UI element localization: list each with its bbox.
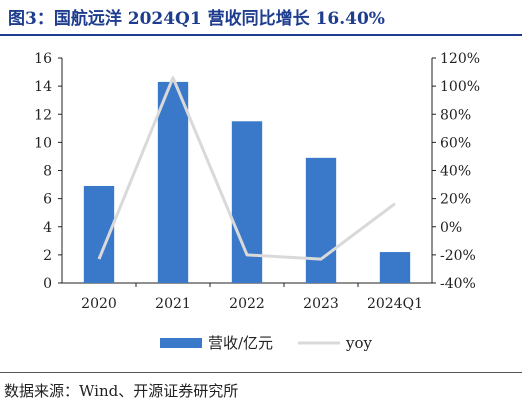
chart-area: 2020 2021 2022 2023 2024Q1 0 2 4 6 8 10 12 14 16 -40…: [34, 51, 480, 352]
source-note: 数据来源：Wind、开源证券研究所: [4, 382, 239, 400]
figure-title: 图3：国航远洋 2024Q1 营收同比增长 16.40%: [8, 9, 385, 29]
x-tick-label: 2024Q1: [367, 296, 423, 312]
left-y-tick-label: 4: [43, 220, 52, 236]
title-divider: [0, 34, 522, 36]
yoy-line-series: [97, 76, 396, 261]
source-divider: [0, 372, 522, 373]
right-y-tick-label: -20%: [440, 248, 476, 264]
right-y-tick-label: 100%: [440, 79, 480, 95]
left-y-tick-label: 12: [34, 107, 52, 123]
right-y-tick-label: 20%: [440, 192, 471, 208]
x-tick-labels: 2020 2021 2022 2023 2024Q1: [81, 296, 423, 312]
left-y-tick-label: 16: [34, 51, 52, 67]
right-y-tick-label: -40%: [440, 276, 476, 292]
revenue-bar: [305, 157, 337, 283]
left-y-tick-label: 10: [34, 135, 52, 151]
left-y-tick-label: 0: [43, 276, 52, 292]
chart-legend: 营收/亿元 yoy: [160, 334, 373, 352]
left-y-tick-label: 6: [43, 192, 52, 208]
right-y-tick-label: 40%: [440, 164, 471, 180]
revenue-bar: [231, 121, 263, 283]
left-y-tick-label: 8: [43, 164, 52, 180]
x-tick-label: 2023: [303, 296, 339, 312]
x-tick-label: 2021: [155, 296, 191, 312]
right-y-tick-label: 60%: [440, 135, 471, 151]
legend-label-yoy: yoy: [345, 334, 373, 352]
legend-swatch-revenue: [160, 338, 202, 348]
left-y-tick-label: 2: [43, 248, 52, 264]
revenue-bar: [379, 252, 411, 283]
right-y-tick-label: 0%: [440, 220, 462, 236]
x-tick-label: 2022: [229, 296, 265, 312]
right-y-tick-label: 80%: [440, 107, 471, 123]
x-tick-label: 2020: [81, 296, 117, 312]
bar-series: [83, 81, 411, 283]
left-y-tick-labels: 0 2 4 6 8 10 12 14 16: [34, 51, 52, 292]
left-y-tick-label: 14: [34, 79, 52, 95]
legend-label-revenue: 营收/亿元: [208, 334, 273, 352]
yoy-line: [97, 76, 396, 261]
revenue-bar: [157, 81, 189, 283]
right-y-tick-label: 120%: [440, 51, 480, 67]
right-y-tick-labels: -40% -20% 0% 20% 40% 60% 80% 100% 120%: [440, 51, 480, 292]
